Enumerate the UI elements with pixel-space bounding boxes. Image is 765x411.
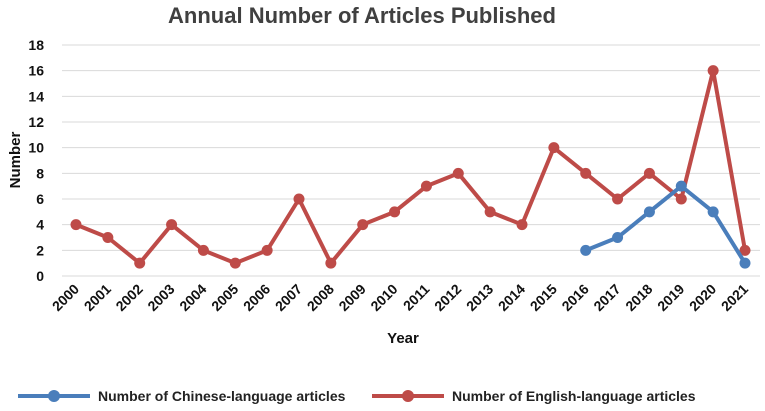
data-point: [739, 257, 751, 269]
data-point: [357, 219, 369, 231]
y-axis-label: Number: [7, 132, 24, 189]
data-point: [166, 219, 178, 231]
data-point: [261, 244, 273, 256]
data-point: [643, 167, 655, 179]
x-tick-label: 2015: [527, 281, 560, 314]
x-tick-label: 2011: [400, 281, 433, 314]
x-tick-label: 2007: [272, 281, 305, 314]
x-tick-label: 2005: [208, 281, 241, 314]
y-tick-label: 16: [28, 63, 44, 79]
x-tick-label: 2014: [495, 281, 528, 314]
x-tick-label: 2002: [112, 281, 145, 314]
x-tick-label: 2001: [81, 281, 114, 314]
legend: Number of Chinese-language articles Numbe…: [18, 388, 696, 404]
y-tick-label: 0: [36, 268, 44, 284]
x-axis-label: Year: [387, 330, 419, 347]
y-tick-label: 14: [28, 88, 44, 104]
x-tick-label: 2019: [654, 281, 687, 314]
data-point: [484, 206, 496, 218]
data-point: [134, 257, 146, 269]
y-tick-label: 8: [36, 165, 44, 181]
series-chinese: [580, 180, 751, 269]
gridlines: [62, 44, 760, 277]
x-tick-label: 2016: [558, 281, 591, 314]
series-group: [70, 65, 751, 269]
x-tick-label: 2000: [49, 281, 82, 314]
y-tick-label: 4: [36, 217, 44, 233]
data-point: [739, 244, 751, 256]
data-point: [707, 206, 719, 218]
x-axis-ticks: 2000200120022003200420052006200720082009…: [49, 281, 751, 314]
x-tick-label: 2008: [304, 281, 337, 314]
x-tick-label: 2004: [176, 281, 209, 314]
x-tick-label: 2003: [144, 281, 177, 314]
data-point: [675, 193, 687, 205]
x-tick-label: 2010: [367, 281, 400, 314]
data-point: [325, 257, 337, 269]
x-tick-label: 2012: [431, 281, 464, 314]
data-point: [197, 244, 209, 256]
data-point: [580, 167, 592, 179]
data-point: [420, 180, 432, 192]
y-tick-label: 6: [36, 191, 44, 207]
y-tick-label: 10: [28, 140, 44, 156]
legend-label: Number of English-language articles: [452, 388, 696, 404]
legend-item: Number of English-language articles: [372, 388, 696, 404]
chart-title: Annual Number of Articles Published: [168, 3, 556, 28]
data-point: [643, 206, 655, 218]
legend-item: Number of Chinese-language articles: [18, 388, 346, 404]
data-point: [389, 206, 401, 218]
legend-swatch-marker: [48, 390, 60, 402]
y-axis-ticks: 0 2 4 6 8 10 12 14 16 18: [28, 37, 44, 284]
x-tick-label: 2021: [718, 281, 751, 314]
data-point: [516, 219, 528, 231]
x-tick-label: 2017: [590, 281, 623, 314]
data-point: [612, 193, 624, 205]
data-point: [70, 219, 82, 231]
y-tick-label: 18: [28, 37, 44, 53]
series-english: [70, 65, 751, 269]
data-point: [102, 232, 114, 243]
x-tick-label: 2009: [335, 281, 368, 314]
series-line: [584, 184, 747, 265]
data-point: [675, 180, 687, 192]
data-point: [452, 167, 464, 179]
series-line: [75, 68, 747, 266]
data-point: [612, 232, 624, 243]
x-tick-label: 2018: [622, 281, 655, 314]
data-point: [229, 257, 241, 269]
y-tick-label: 2: [36, 242, 44, 258]
data-point: [293, 193, 305, 205]
legend-swatch-marker: [402, 390, 414, 402]
x-tick-label: 2020: [686, 281, 719, 314]
y-tick-label: 12: [28, 114, 44, 130]
x-tick-label: 2013: [463, 281, 496, 314]
data-point: [580, 244, 592, 256]
data-point: [707, 65, 719, 77]
x-tick-label: 2006: [240, 281, 273, 314]
data-point: [548, 142, 560, 154]
legend-label: Number of Chinese-language articles: [98, 388, 346, 404]
